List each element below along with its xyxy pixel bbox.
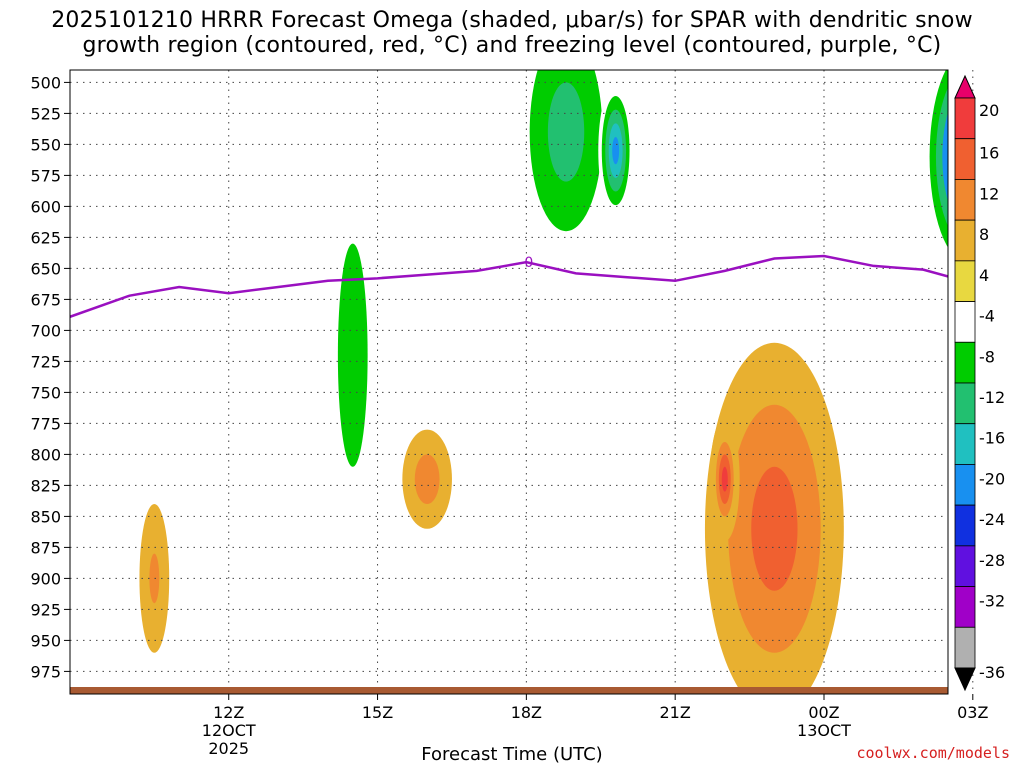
x-tick-label-03Z: 03Z bbox=[957, 703, 988, 722]
freezing-level-line bbox=[70, 254, 948, 318]
ground-strip bbox=[70, 687, 948, 694]
y-tick-label-650: 650 bbox=[30, 259, 61, 278]
title-line-1: 2025101210 HRRR Forecast Omega (shaded, … bbox=[51, 8, 973, 33]
colorbar-label-5: -4 bbox=[979, 307, 995, 326]
x-axis-label: Forecast Time (UTC) bbox=[421, 744, 603, 765]
colorbar-segment-14 bbox=[954, 626, 976, 669]
omega-blob-0-level-1 bbox=[337, 243, 368, 467]
x-tick-date-12Z: 12OCT bbox=[202, 721, 256, 740]
colorbar-label-7: -12 bbox=[979, 388, 1005, 407]
title-line-2: growth region (contoured, red, °C) and f… bbox=[82, 33, 942, 58]
x-tick-label-15Z: 15Z bbox=[362, 703, 393, 722]
chart-title: 2025101210 HRRR Forecast Omega (shaded, … bbox=[0, 8, 1024, 58]
colorbar-segment-11 bbox=[954, 504, 976, 547]
colorbar-label-10: -24 bbox=[979, 510, 1005, 529]
omega-blob-1-level-2 bbox=[547, 82, 585, 182]
y-tick-label-625: 625 bbox=[30, 228, 61, 247]
x-tick-date-00Z: 13OCT bbox=[797, 721, 851, 740]
y-tick-label-500: 500 bbox=[30, 73, 61, 92]
colorbar-segment-1 bbox=[954, 97, 976, 140]
y-tick-label-725: 725 bbox=[30, 352, 61, 371]
y-tick-label-775: 775 bbox=[30, 414, 61, 433]
colorbar-segment-12 bbox=[954, 545, 976, 587]
y-axis-ticks: 500 525 550 575 600 625 650 675 700 725 750 775 800 8… bbox=[30, 73, 70, 681]
colorbar-segment-5 bbox=[954, 260, 976, 302]
colorbar-label-2: 12 bbox=[979, 184, 999, 203]
omega-shading bbox=[139, 70, 948, 690]
colorbar-bottom-arrow bbox=[954, 667, 976, 692]
colorbar-segment-13 bbox=[954, 586, 976, 628]
colorbar-top-arrow bbox=[954, 74, 976, 99]
y-tick-label-900: 900 bbox=[30, 569, 61, 588]
x-tick-label-18Z: 18Z bbox=[511, 703, 542, 722]
colorbar-label-11: -28 bbox=[979, 551, 1005, 570]
colorbar-segment-2 bbox=[954, 138, 976, 180]
omega-blob-8-level-1 bbox=[414, 454, 440, 505]
colorbar-segment-6 bbox=[954, 301, 976, 343]
y-tick-label-575: 575 bbox=[30, 166, 61, 185]
y-tick-label-950: 950 bbox=[30, 631, 61, 650]
colorbar-label-6: -8 bbox=[979, 347, 995, 366]
y-tick-label-975: 975 bbox=[30, 662, 61, 681]
colorbar-segment-4 bbox=[954, 219, 976, 262]
colorbar-label-4: 4 bbox=[979, 266, 989, 285]
x-tick-label-00Z: 00Z bbox=[808, 703, 839, 722]
omega-blob-5-level-3 bbox=[942, 112, 948, 202]
y-tick-label-550: 550 bbox=[30, 135, 61, 154]
x-tick-label-12Z: 12Z bbox=[213, 703, 244, 722]
colorbar-label-0: 20 bbox=[979, 101, 999, 120]
x-tick-label-21Z: 21Z bbox=[660, 703, 691, 722]
y-tick-label-675: 675 bbox=[30, 290, 61, 309]
colorbar: 20 16 12 8 4 -4 -8 -12 -16 -20 -24 -28 -32 -36 bbox=[954, 74, 1005, 692]
colorbar-label-3: 8 bbox=[979, 225, 989, 244]
y-tick-label-750: 750 bbox=[30, 383, 61, 402]
colorbar-segment-8 bbox=[954, 382, 976, 425]
credit-text[interactable]: coolwx.com/models bbox=[856, 744, 1010, 762]
colorbar-label-8: -16 bbox=[979, 429, 1005, 448]
x-tick-year-12Z: 2025 bbox=[208, 739, 249, 758]
freezing-level-label: 0 bbox=[524, 255, 533, 271]
colorbar-segment-10 bbox=[954, 464, 976, 506]
y-tick-label-700: 700 bbox=[30, 321, 61, 340]
omega-blob-2-level-4 bbox=[612, 136, 620, 165]
plot-frame bbox=[69, 69, 949, 695]
colorbar-label-13: -36 bbox=[979, 663, 1005, 682]
colorbar-segment-9 bbox=[954, 423, 976, 465]
y-tick-label-850: 850 bbox=[30, 507, 61, 526]
y-tick-label-925: 925 bbox=[30, 600, 61, 619]
colorbar-segment-3 bbox=[954, 179, 976, 221]
colorbar-label-12: -32 bbox=[979, 592, 1005, 611]
colorbar-label-1: 16 bbox=[979, 144, 999, 163]
omega-blob-5-level-2 bbox=[935, 87, 948, 227]
omega-blob-3-level-2 bbox=[751, 466, 798, 591]
y-tick-label-800: 800 bbox=[30, 445, 61, 464]
y-tick-label-600: 600 bbox=[30, 197, 61, 216]
omega-blob-4-level-4 bbox=[721, 466, 728, 492]
y-tick-label-825: 825 bbox=[30, 476, 61, 495]
freezing-level-contour: 0 bbox=[70, 254, 948, 318]
y-tick-label-525: 525 bbox=[30, 104, 61, 123]
colorbar-segment-7 bbox=[954, 341, 976, 384]
omega-blob-7-level-2 bbox=[149, 553, 160, 604]
y-tick-label-875: 875 bbox=[30, 538, 61, 557]
colorbar-label-9: -20 bbox=[979, 469, 1005, 488]
